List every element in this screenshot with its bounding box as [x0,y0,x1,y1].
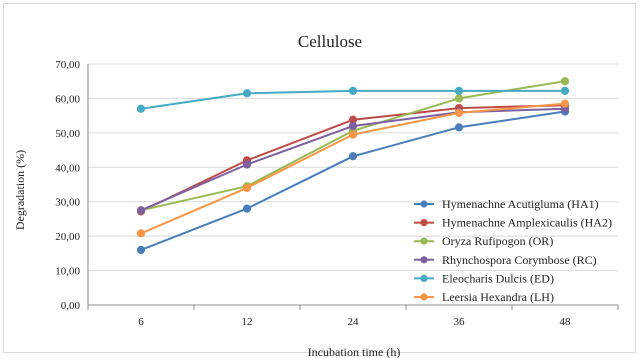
data-point-hymenachne-acutigluma-ha1 [242,204,252,213]
data-point-hymenachne-acutigluma-ha1 [348,152,358,161]
legend-swatch-marker [420,293,428,301]
legend-label-eleocharis-dulcis-ed: Eleocharis Dulcis (ED) [442,271,554,285]
legend-swatch-marker [420,200,428,208]
legend-label-hymenachne-amplexicaulis-ha2: Hymenachne Amplexicaulis (HA2) [442,216,612,230]
data-point-leersia-hexandra-lh [454,108,464,117]
legend-label-leersia-hexandra-lh: Leersia Hexandra (LH) [442,290,554,304]
x-tick-label: 24 [348,316,360,328]
legend-swatch-marker [420,237,428,245]
chart-frame [3,3,636,353]
legend: Hymenachne Acutigluma (HA1) Hymenachne Am… [414,197,612,304]
x-tick-label: 48 [560,316,572,328]
data-point-rhynchospora-corymbose-rc [348,121,358,131]
data-point-leersia-hexandra-lh [560,99,570,108]
data-point-rhynchospora-corymbose-rc [136,206,146,215]
series-line-oryza-rufipogon-or [140,80,566,212]
legend-swatch-marker [420,219,428,227]
legend-label-hymenachne-acutigluma-ha1: Hymenachne Acutigluma (HA1) [442,197,599,211]
data-point-oryza-rufipogon-or [454,94,464,103]
data-point-hymenachne-acutigluma-ha1 [136,245,146,255]
y-tick-label: 40,00 [55,162,80,174]
y-tick-label: 50,00 [55,128,80,140]
y-tick-label: 70,00 [55,59,80,71]
y-axis-title: Degradation (%) [13,150,27,230]
y-tick-label: 30,00 [55,197,80,209]
legend-swatch-marker [420,256,428,264]
data-point-eleocharis-dulcis-ed [454,86,464,95]
x-tick-label: 12 [242,316,253,328]
legend-swatch-marker [420,274,428,282]
data-point-eleocharis-dulcis-ed [348,86,358,95]
y-tick-label: 60,00 [55,93,80,105]
data-point-leersia-hexandra-lh [242,183,252,193]
data-point-rhynchospora-corymbose-rc [242,160,252,169]
data-point-oryza-rufipogon-or [560,77,570,86]
data-point-eleocharis-dulcis-ed [560,86,570,95]
x-axis-title: Incubation time (h) [308,345,401,358]
data-point-eleocharis-dulcis-ed [136,104,146,113]
legend-label-rhynchospora-corymbose-rc: Rhynchospora Corymbose (RC) [442,253,597,267]
series-lines [136,77,570,255]
data-point-leersia-hexandra-lh [348,130,358,139]
data-point-hymenachne-acutigluma-ha1 [454,123,464,132]
x-tick-label: 6 [138,316,144,328]
chart-title: Cellulose [298,32,362,51]
y-tick-label: 20,00 [55,231,80,243]
x-tick-label: 36 [454,316,466,328]
y-tick-label: 0,00 [61,300,81,312]
axes: 0,00 10,00 20,00 30,00 40,00 50,00 60,00 70,00 6… [55,59,619,328]
legend-label-oryza-rufipogon-or: Oryza Rufipogon (OR) [442,234,553,248]
data-point-leersia-hexandra-lh [136,229,146,238]
data-point-eleocharis-dulcis-ed [242,89,252,98]
y-tick-label: 10,00 [55,266,80,278]
